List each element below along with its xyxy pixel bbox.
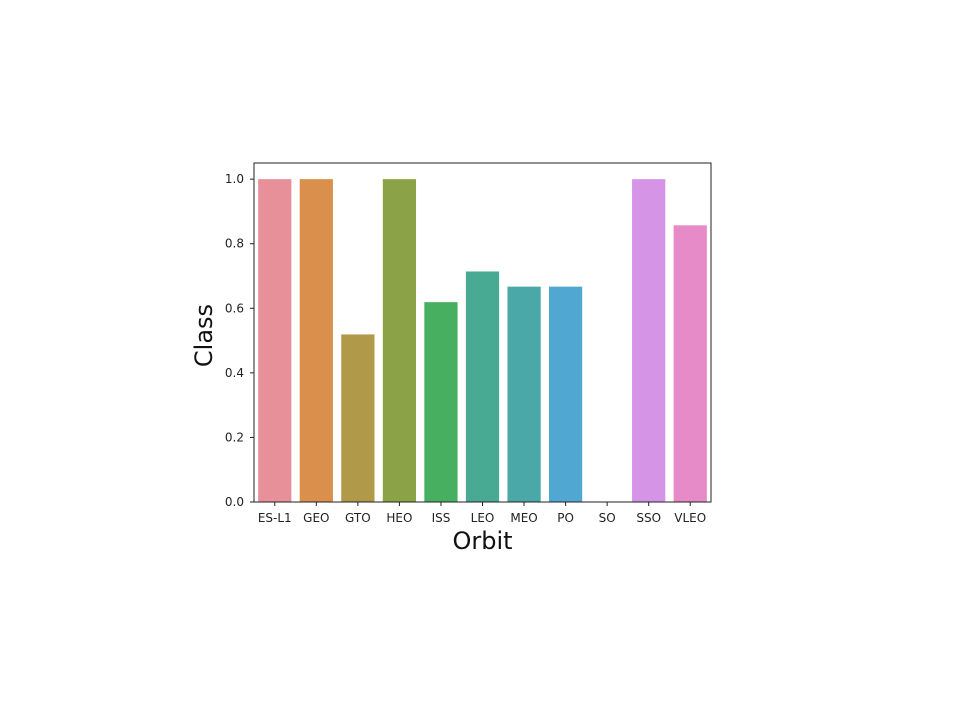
- bar-es-l1: [258, 179, 292, 502]
- bar-po: [548, 286, 583, 502]
- x-tick-label: GTO: [345, 511, 371, 525]
- bar-geo: [299, 179, 333, 502]
- x-tick-label: HEO: [386, 511, 412, 525]
- x-tick-label: SSO: [636, 511, 661, 525]
- bar-leo: [465, 271, 500, 502]
- x-tick-label: ISS: [432, 511, 451, 525]
- y-axis: 0.0 0.2 0.4 0.6 0.8 1.0: [225, 172, 254, 509]
- x-tick-label: VLEO: [674, 511, 706, 525]
- bar-gto: [341, 334, 375, 502]
- x-tick-label: MEO: [510, 511, 537, 525]
- x-tick-label: GEO: [303, 511, 329, 525]
- y-tick-label: 0.4: [225, 366, 244, 380]
- x-tick-label: ES-L1: [258, 511, 292, 525]
- bar-meo: [507, 286, 541, 502]
- y-tick-label: 0.6: [225, 301, 244, 315]
- y-tick-label: 0.8: [225, 237, 244, 251]
- y-tick-label: 0.0: [225, 495, 244, 509]
- bar-heo: [382, 179, 417, 502]
- x-axis-label: Orbit: [452, 527, 512, 555]
- y-tick-label: 1.0: [225, 172, 244, 186]
- x-tick-label: SO: [599, 511, 616, 525]
- y-tick-label: 0.2: [225, 430, 244, 444]
- bars-group: [258, 179, 707, 502]
- x-tick-label: PO: [557, 511, 574, 525]
- bar-sso: [632, 179, 666, 502]
- y-axis-label: Class: [190, 304, 218, 367]
- bar-iss: [424, 302, 458, 502]
- x-tick-label: LEO: [471, 511, 495, 525]
- bar-vleo: [673, 225, 707, 502]
- plot-frame: [253, 162, 712, 503]
- x-axis: ES-L1 GEO GTO HEO ISS LEO MEO PO SO SSO VLEO: [258, 502, 706, 525]
